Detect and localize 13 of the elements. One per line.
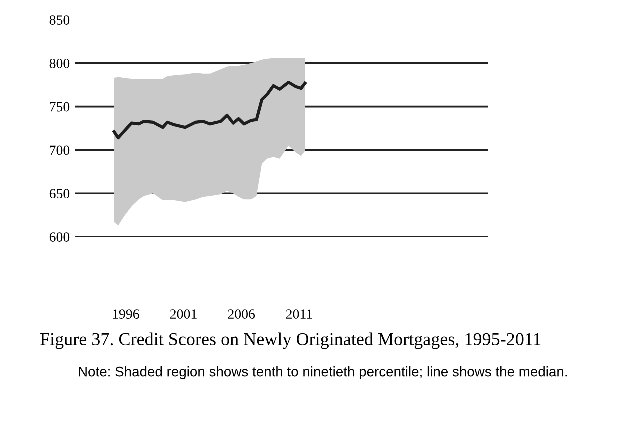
y-tick-label: 750 [50,102,70,112]
y-tick-label: 800 [50,58,70,68]
y-tick-label: 650 [50,189,70,199]
y-tick-label: 600 [50,232,70,242]
x-tick-label: 2011 [286,310,312,319]
line-series [112,80,307,140]
text: Figure 37. Credit Scores on Newly Originated Mortgages, 1995-2011 [40,332,541,350]
y-tick-label: 850 [50,16,70,25]
x-tick-label: 2006 [228,310,256,319]
y-tick-label: 700 [50,146,70,156]
x-tick-label: 2001 [170,310,197,319]
text: Note: Shaded region shows tenth to ninetieth percentile; line shows the median. [79,366,568,380]
x-tick-label: 1996 [113,310,140,319]
